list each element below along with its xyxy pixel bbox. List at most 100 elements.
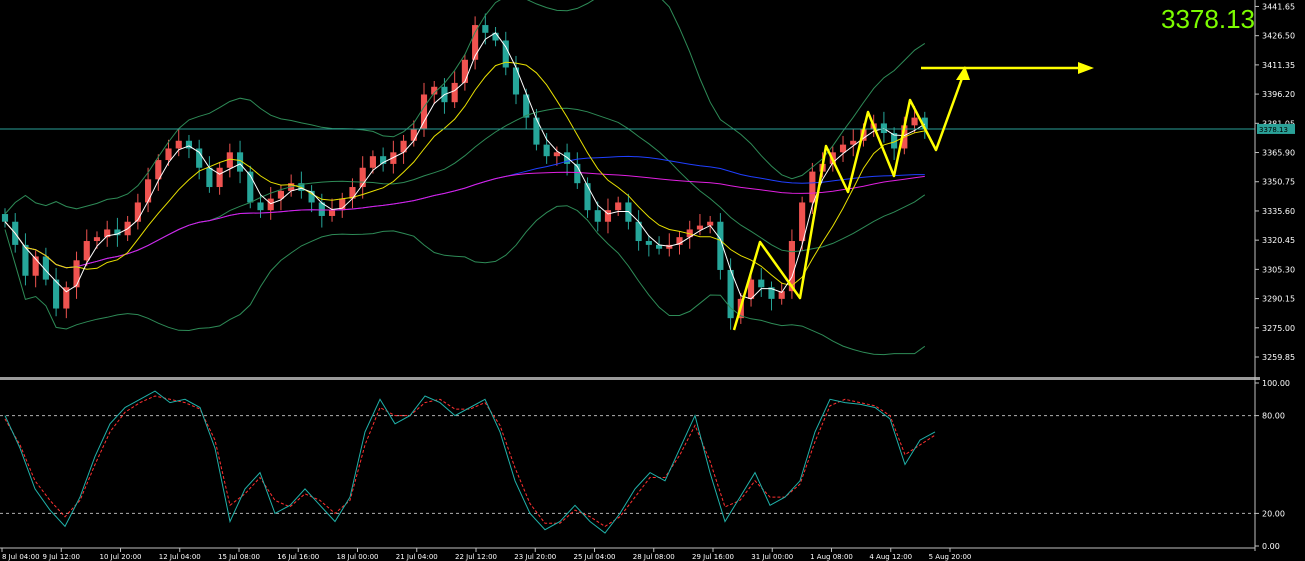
- candle-body: [533, 117, 540, 145]
- candle-body: [451, 82, 458, 103]
- price-tick-label: 3305.30: [1262, 265, 1295, 274]
- current-price-tag: [1257, 123, 1295, 134]
- price-tick-label: 3350.75: [1262, 178, 1295, 187]
- time-tick-label: 31 Jul 00:00: [751, 553, 793, 561]
- price-tick-label: 3275.00: [1262, 324, 1295, 333]
- time-tick-label: 5 Aug 20:00: [929, 553, 972, 561]
- time-tick-label: 22 Jul 12:00: [455, 553, 497, 561]
- candle-body: [318, 202, 325, 216]
- panel-separator: [0, 377, 1260, 380]
- candle-body: [42, 256, 49, 280]
- candle-body: [696, 225, 704, 230]
- candle-body: [73, 260, 80, 288]
- candle-body: [349, 187, 356, 199]
- stoch-tick-label: 0.00: [1262, 542, 1280, 551]
- candle-body: [257, 202, 264, 211]
- current-price-display: 3378.13: [1161, 4, 1255, 34]
- price-tick-label: 3426.50: [1262, 32, 1295, 41]
- candle-body: [114, 229, 121, 236]
- stoch-tick-label: 100.00: [1262, 379, 1290, 388]
- bollinger-lower-line: [4, 205, 926, 356]
- candle-body: [543, 144, 550, 157]
- candle-body: [707, 221, 714, 226]
- candle-body: [400, 140, 407, 153]
- candle-body: [339, 198, 346, 211]
- candle-body: [277, 190, 284, 199]
- candle-body: [656, 244, 663, 249]
- time-tick-label: 29 Jul 16:00: [692, 553, 734, 561]
- candle-body: [83, 241, 90, 261]
- candle-body: [758, 279, 765, 288]
- candle-body: [369, 156, 376, 168]
- candle-body: [747, 279, 755, 299]
- time-tick-label: 15 Jul 08:00: [218, 553, 260, 561]
- candle-body: [145, 179, 152, 203]
- candle-body: [1, 214, 9, 222]
- candle-body: [134, 202, 141, 222]
- candle-body: [492, 32, 499, 41]
- price-tick-label: 3365.90: [1262, 149, 1295, 158]
- price-tick-label: 3396.20: [1262, 90, 1295, 99]
- candle-body: [615, 202, 622, 211]
- candle-body: [267, 198, 274, 211]
- candle-body: [236, 152, 244, 172]
- candle-body: [891, 133, 898, 149]
- time-tick-label: 28 Jul 08:00: [633, 553, 675, 561]
- candle-body: [482, 25, 489, 33]
- candle-body: [472, 25, 479, 60]
- candle-body: [206, 167, 213, 188]
- candle-body: [32, 256, 39, 276]
- ma-magenta-line: [4, 171, 925, 269]
- candle-body: [502, 40, 509, 68]
- candle-body: [911, 117, 918, 126]
- bollinger-upper-line: [4, 0, 926, 215]
- candle-body: [155, 160, 162, 180]
- candle-body: [788, 241, 795, 292]
- price-tick-label: 3259.85: [1262, 353, 1295, 362]
- candle-body: [359, 167, 366, 188]
- candle-body: [799, 202, 806, 242]
- candle-body: [380, 156, 387, 164]
- candle-body: [196, 148, 203, 168]
- candle-body: [594, 210, 601, 222]
- candle-body: [512, 67, 520, 95]
- current-price-tag-label: 3378.13: [1259, 126, 1288, 134]
- price-tick-label: 3441.65: [1262, 2, 1295, 11]
- candle-body: [22, 244, 29, 276]
- forecast-arrowhead-up: [956, 66, 970, 80]
- candle-body: [93, 237, 101, 242]
- candle-body: [666, 244, 673, 249]
- candle-body: [226, 152, 233, 168]
- time-tick-label: 25 Jul 04:00: [574, 553, 616, 561]
- candle-body: [523, 94, 530, 118]
- candle-body: [390, 152, 397, 164]
- candle-body: [553, 152, 560, 157]
- time-tick-label: 8 Jul 04:00: [2, 553, 40, 561]
- candle-body: [809, 171, 816, 203]
- time-tick-label: 4 Aug 12:00: [869, 553, 912, 561]
- candle-body: [717, 221, 724, 270]
- candle-body: [308, 190, 315, 203]
- price-tick-label: 3320.45: [1262, 236, 1295, 245]
- candle-body: [410, 129, 417, 141]
- candle-body: [768, 287, 775, 299]
- candle-body: [839, 144, 847, 153]
- time-tick-label: 9 Jul 12:00: [42, 553, 80, 561]
- candle-body: [461, 59, 468, 83]
- stoch-main-line: [4, 390, 936, 534]
- candle-body: [921, 117, 928, 130]
- price-tick-label: 3335.60: [1262, 207, 1295, 216]
- forecast-arrowhead-right: [1078, 62, 1094, 74]
- stoch-tick-label: 80.00: [1262, 412, 1285, 421]
- price-panel: [0, 0, 1255, 356]
- price-tick-label: 3381.05: [1262, 119, 1295, 128]
- candle-body: [574, 163, 581, 184]
- time-tick-label: 1 Aug 08:00: [810, 553, 853, 561]
- candle-body: [104, 229, 111, 238]
- stochastic-panel: [0, 390, 1255, 534]
- time-tick-label: 16 Jul 16:00: [277, 553, 319, 561]
- ma-yellow-line: [4, 61, 925, 287]
- candle-body: [727, 269, 734, 319]
